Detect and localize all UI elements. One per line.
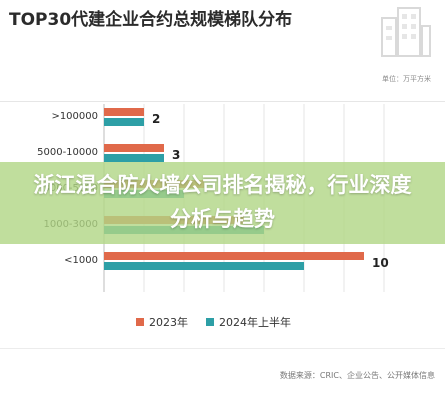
overlay-banner-text: 浙江混合防火墙公司排名揭秘，行业深度分析与趋势	[33, 173, 412, 231]
data-label-4: 10	[372, 256, 389, 270]
source-note: 数据来源：CRIC、企业公告、公开媒体信息	[279, 371, 435, 380]
footer-divider	[0, 348, 445, 349]
legend-item-2023: 2023年	[136, 314, 188, 330]
legend-swatch-2023	[136, 318, 144, 326]
category-label-1: 5000-10000	[37, 147, 98, 158]
legend-label-2024h1: 2024年上半年	[219, 316, 291, 329]
legend: 2023年 2024年上半年	[136, 314, 291, 330]
overlay-banner: 浙江混合防火墙公司排名揭秘，行业深度分析与趋势	[0, 162, 445, 244]
legend-label-2023: 2023年	[149, 316, 188, 329]
building-icon	[381, 7, 431, 57]
bar-2024h1-4	[104, 262, 304, 270]
header-divider	[0, 101, 445, 102]
bar-2023-4	[104, 252, 364, 260]
bar-2023-0	[104, 108, 144, 116]
category-label-4: <1000	[64, 255, 98, 266]
legend-swatch-2024h1	[206, 318, 214, 326]
bar-2023-1	[104, 144, 164, 152]
legend-item-2024h1: 2024年上半年	[206, 314, 291, 330]
bar-2024h1-1	[104, 154, 164, 162]
chart-title: TOP30代建企业合约总规模梯队分布	[9, 10, 293, 30]
category-label-0: >100000	[51, 111, 98, 122]
data-label-0: 2	[152, 112, 160, 126]
data-label-1: 3	[172, 148, 180, 162]
bar-2024h1-0	[104, 118, 144, 126]
unit-label: 单位：万平方米	[382, 75, 431, 83]
